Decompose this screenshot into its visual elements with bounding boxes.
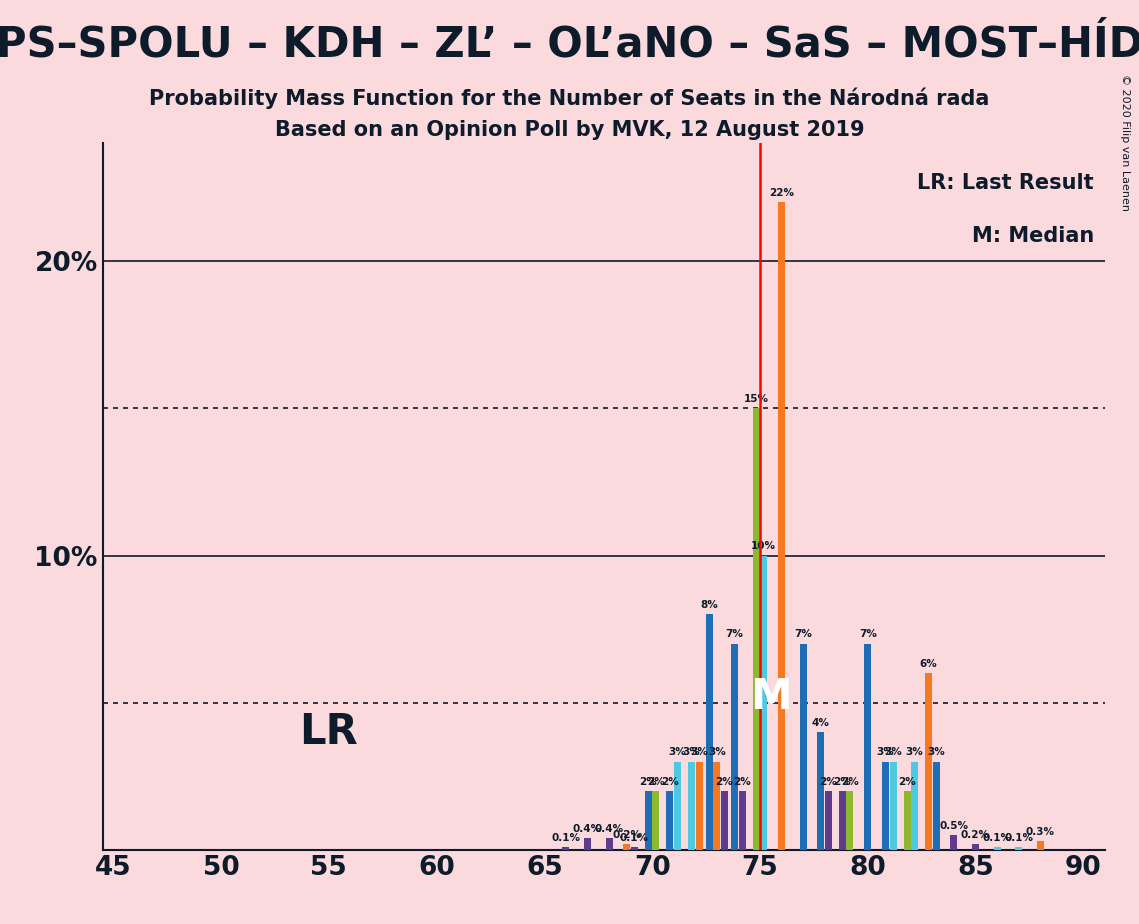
Bar [903,791,910,850]
Bar [731,644,738,850]
Text: 3%: 3% [927,748,945,758]
Bar [739,791,746,850]
Text: 0.4%: 0.4% [595,824,624,833]
Text: 7%: 7% [726,629,744,639]
Text: M: M [749,676,792,718]
Text: 2%: 2% [715,777,734,786]
Text: 3%: 3% [682,748,700,758]
Text: 2%: 2% [661,777,679,786]
Text: Probability Mass Function for the Number of Seats in the Národná rada: Probability Mass Function for the Number… [149,88,990,109]
Text: Based on an Opinion Poll by MVK, 12 August 2019: Based on an Opinion Poll by MVK, 12 Augu… [274,120,865,140]
Text: 8%: 8% [700,600,719,610]
Text: LR: Last Result: LR: Last Result [917,173,1095,193]
Bar [760,555,768,850]
Bar [713,761,720,850]
Bar [688,761,695,850]
Bar [925,674,932,850]
Bar [778,202,785,850]
Bar [563,847,570,850]
Text: 0.1%: 0.1% [983,833,1011,843]
Text: 3%: 3% [669,748,687,758]
Text: 2%: 2% [841,777,859,786]
Bar [584,838,591,850]
Text: 3%: 3% [877,748,894,758]
Bar [865,644,871,850]
Bar [800,644,806,850]
Bar [882,761,888,850]
Bar [623,845,630,850]
Text: 4%: 4% [812,718,830,728]
Text: 0.1%: 0.1% [620,833,649,843]
Text: 3%: 3% [906,748,924,758]
Text: 6%: 6% [919,659,937,669]
Bar [890,761,896,850]
Text: M: Median: M: Median [972,225,1095,246]
Text: 2%: 2% [819,777,837,786]
Bar [753,408,760,850]
Bar [950,835,958,850]
Text: 3%: 3% [690,748,708,758]
Bar [666,791,673,850]
Bar [721,791,728,850]
Bar [993,847,1000,850]
Text: 0.1%: 0.1% [551,833,581,843]
Bar [1015,847,1022,850]
Text: 2%: 2% [734,777,751,786]
Text: 3%: 3% [708,748,726,758]
Text: LR: LR [300,711,358,753]
Text: 2%: 2% [834,777,851,786]
Text: 7%: 7% [794,629,812,639]
Text: 0.3%: 0.3% [1025,827,1055,837]
Text: 22%: 22% [769,188,794,198]
Text: PS–SPOLU – KDH – ZL’ – OL’aNO – SaS – MOST–HÍD: PS–SPOLU – KDH – ZL’ – OL’aNO – SaS – MO… [0,23,1139,65]
Text: 2%: 2% [639,777,657,786]
Bar [972,845,978,850]
Bar [645,791,652,850]
Text: 3%: 3% [884,748,902,758]
Bar [818,732,825,850]
Text: 0.1%: 0.1% [1005,833,1033,843]
Bar [825,791,831,850]
Text: 0.4%: 0.4% [573,824,603,833]
Bar [606,838,613,850]
Bar [631,847,638,850]
Bar [653,791,659,850]
Bar [933,761,940,850]
Text: 0.2%: 0.2% [613,830,641,840]
Bar [846,791,853,850]
Text: © 2020 Filip van Laenen: © 2020 Filip van Laenen [1121,74,1130,211]
Text: 0.5%: 0.5% [940,821,968,831]
Bar [1036,841,1043,850]
Text: 2%: 2% [899,777,916,786]
Text: 0.2%: 0.2% [961,830,990,840]
Bar [674,761,681,850]
Bar [911,761,918,850]
Text: 10%: 10% [752,541,776,551]
Bar [839,791,846,850]
Text: 7%: 7% [859,629,877,639]
Bar [696,761,703,850]
Text: 15%: 15% [744,394,769,404]
Text: 2%: 2% [647,777,665,786]
Bar [706,614,713,850]
